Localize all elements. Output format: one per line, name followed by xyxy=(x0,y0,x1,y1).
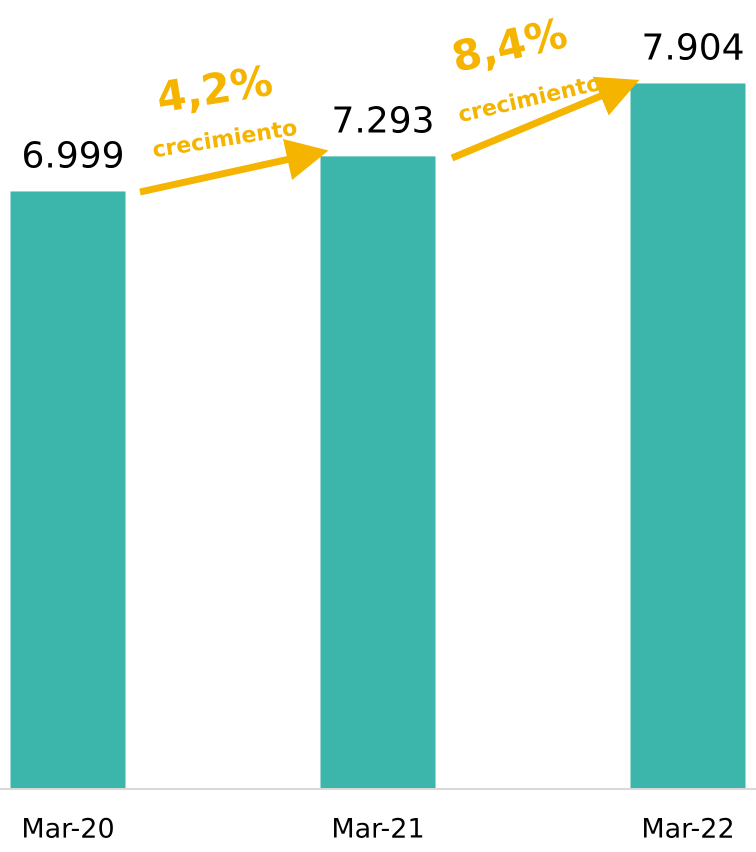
growth-arrow xyxy=(450,76,640,162)
growth-arrow xyxy=(139,139,329,196)
bar xyxy=(320,156,436,789)
value-label: 7.904 xyxy=(641,27,744,68)
x-tick-label: Mar-21 xyxy=(331,814,424,845)
x-tick-label: Mar-22 xyxy=(641,814,734,845)
growth-text: crecimiento xyxy=(151,116,299,164)
value-label: 6.999 xyxy=(21,135,124,176)
growth-value: 8,4% xyxy=(447,8,572,82)
x-tick-label: Mar-20 xyxy=(21,814,114,845)
bar xyxy=(630,83,746,789)
bar xyxy=(10,191,126,789)
value-label: 7.293 xyxy=(331,100,434,141)
growth-text: crecimiento xyxy=(456,71,604,128)
growth-value: 4,2% xyxy=(153,56,276,123)
